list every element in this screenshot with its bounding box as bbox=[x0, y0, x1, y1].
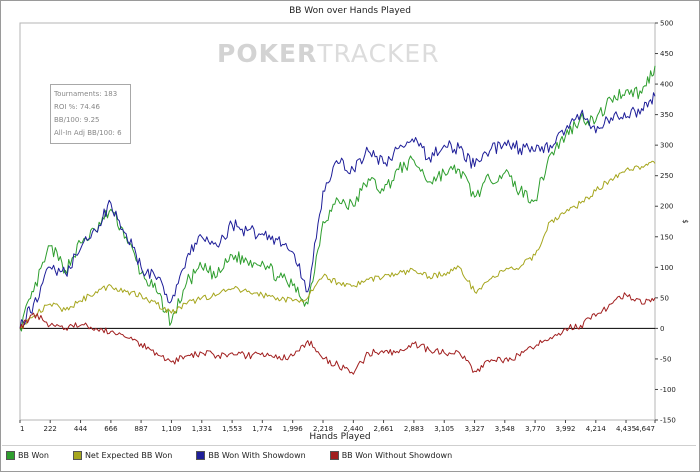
legend-swatch-bb-won-with-showdown bbox=[196, 451, 206, 460]
x-tick-label: 1 bbox=[20, 425, 24, 433]
stat-roi: ROI %: 74.46 bbox=[54, 103, 100, 111]
y-tick-label: 500 bbox=[660, 20, 673, 28]
stat-allin-adj-bb-per-100: All-In Adj BB/100: 6 bbox=[54, 129, 122, 137]
legend-label-net-expected-bb-won: Net Expected BB Won bbox=[84, 451, 173, 460]
y-tick-label: 200 bbox=[660, 203, 673, 211]
x-tick-label: 2,218 bbox=[313, 425, 333, 433]
x-tick-label: 1,996 bbox=[283, 425, 304, 433]
x-tick-label: 3,548 bbox=[495, 425, 515, 433]
x-tick-label: 666 bbox=[104, 425, 118, 433]
x-tick-label: 2,661 bbox=[374, 425, 394, 433]
legend-swatch-net-expected-bb-won bbox=[72, 451, 82, 460]
legend-swatch-bb-won-without-showdown bbox=[329, 451, 339, 460]
y-tick-label: 400 bbox=[660, 81, 673, 89]
y-tick-label: 450 bbox=[660, 50, 673, 58]
y-tick-label: 0 bbox=[660, 325, 664, 333]
legend-item-bb-won[interactable]: BB Won bbox=[6, 451, 49, 460]
x-tick-label: 1,331 bbox=[192, 425, 212, 433]
y-tick-label: -150 bbox=[660, 417, 676, 425]
legend-swatch-bb-won bbox=[6, 451, 15, 460]
x-tick-label: 4,647 bbox=[635, 425, 655, 433]
x-tick-label: 2,440 bbox=[343, 425, 363, 433]
x-tick-label: 222 bbox=[44, 425, 57, 433]
x-tick-label: 3,327 bbox=[465, 425, 485, 433]
watermark-light: TRACKER bbox=[316, 39, 439, 68]
watermark-logo: POKERTRACKER bbox=[217, 39, 440, 68]
x-tick-label: 1,553 bbox=[222, 425, 242, 433]
x-tick-label: 3,992 bbox=[555, 425, 575, 433]
y-tick-label: 150 bbox=[660, 233, 673, 241]
x-tick-label: 4,435 bbox=[616, 425, 636, 433]
series-layer bbox=[19, 65, 656, 375]
x-tick-label: 1,109 bbox=[161, 425, 181, 433]
legend-item-bb-won-without-showdown[interactable]: BB Won Without Showdown bbox=[329, 451, 453, 460]
stat-bb-per-100: BB/100: 9.25 bbox=[54, 116, 100, 124]
y-axis-title: $ bbox=[681, 219, 689, 223]
stats-box: Tournaments: 183 ROI %: 74.46 BB/100: 9.… bbox=[50, 84, 131, 144]
y-tick-label: 350 bbox=[660, 111, 673, 119]
x-axis-title: Hands Played bbox=[309, 432, 371, 442]
x-tick-label: 2,883 bbox=[404, 425, 424, 433]
legend: BB Won Net Expected BB Won BB Won With S… bbox=[2, 445, 696, 465]
watermark-bold: POKER bbox=[217, 39, 317, 68]
y-tick-label: 250 bbox=[660, 172, 673, 180]
y-tick-label: 100 bbox=[660, 264, 673, 272]
legend-label-bb-won-without-showdown: BB Won Without Showdown bbox=[341, 451, 453, 460]
series-line-bb-won bbox=[19, 65, 656, 332]
x-tick-label: 3,770 bbox=[525, 425, 545, 433]
x-tick-label: 444 bbox=[74, 425, 88, 433]
y-tick-label: -50 bbox=[660, 355, 671, 363]
series-line-net-expected-bb-won bbox=[19, 160, 656, 330]
y-tick-label: 50 bbox=[660, 294, 669, 302]
x-tick-label: 887 bbox=[134, 425, 147, 433]
legend-label-bb-won: BB Won bbox=[18, 451, 49, 460]
axes-layer: -150 -100 -50 0 50 100 150 200 250 300 350 400 450 50… bbox=[19, 20, 689, 433]
plot-area-border bbox=[19, 22, 656, 421]
x-tick-label: 4,214 bbox=[586, 425, 607, 433]
chart-title: BB Won over Hands Played bbox=[289, 6, 411, 16]
legend-item-net-expected-bb-won[interactable]: Net Expected BB Won bbox=[72, 451, 173, 460]
series-line-bb-won-without-showdown bbox=[19, 292, 656, 375]
y-tick-label: 300 bbox=[660, 142, 673, 150]
stat-tournaments: Tournaments: 183 bbox=[54, 90, 118, 98]
y-tick-label: -100 bbox=[660, 386, 676, 394]
legend-label-bb-won-with-showdown: BB Won With Showdown bbox=[208, 451, 306, 460]
series-line-bb-won-with-showdown bbox=[19, 92, 656, 329]
x-tick-label: 3,105 bbox=[434, 425, 454, 433]
x-tick-label: 1,774 bbox=[252, 425, 273, 433]
legend-item-bb-won-with-showdown[interactable]: BB Won With Showdown bbox=[196, 451, 306, 460]
